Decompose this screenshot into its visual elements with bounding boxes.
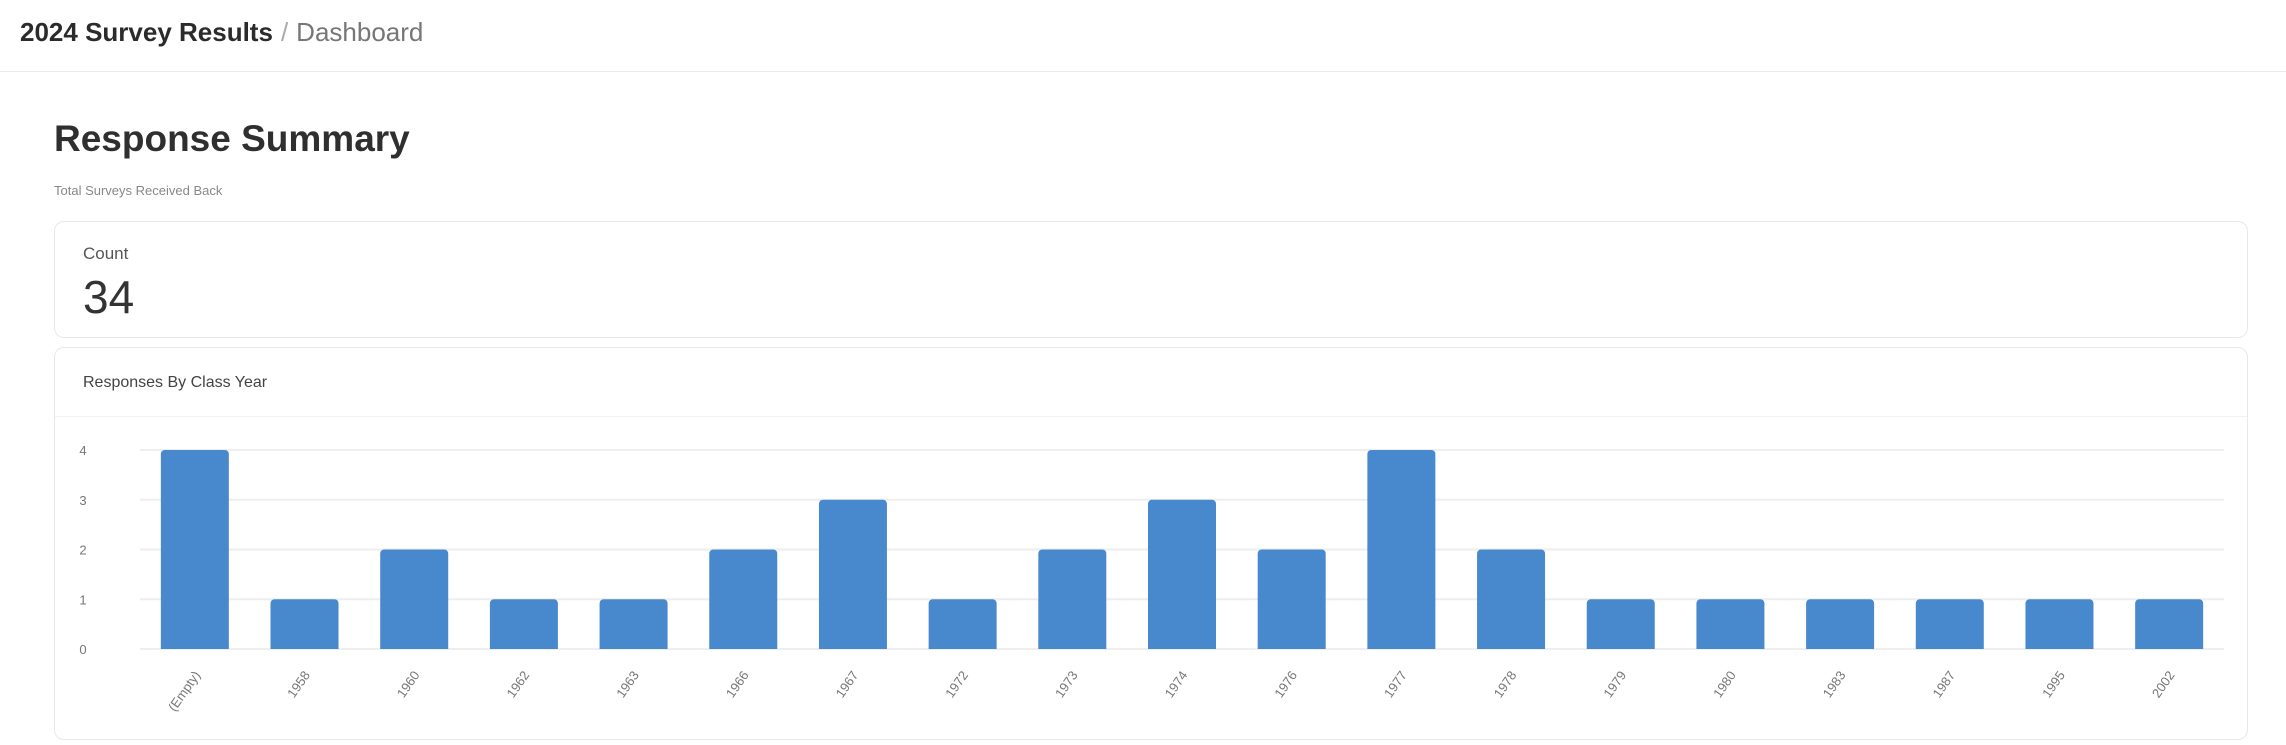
- chart-card: Responses By Class Year 0 1 2 3 4 (Empty) 1958…: [54, 347, 2248, 740]
- bar-base: [1806, 645, 1875, 649]
- x-tick-label: 1958: [284, 668, 313, 700]
- bar: [1367, 450, 1436, 649]
- x-tick-label: 2002: [2149, 668, 2178, 700]
- bar-base: [599, 645, 668, 649]
- bar-base: [818, 645, 887, 649]
- y-tick-label: 2: [79, 543, 86, 558]
- chart-title: Responses By Class Year: [83, 374, 268, 391]
- bar-base: [380, 645, 449, 649]
- bar: [2135, 599, 2204, 649]
- page-title: Response Summary: [54, 118, 410, 159]
- bar: [1148, 499, 1216, 649]
- x-tick-label: 1979: [1600, 668, 1629, 700]
- breadcrumb-app-title[interactable]: 2024 Survey Results: [20, 17, 273, 47]
- y-tick-label: 0: [79, 642, 86, 657]
- x-tick-label: 1983: [1820, 668, 1849, 700]
- count-card: Count 34: [54, 221, 2248, 338]
- count-value: 34: [83, 271, 135, 323]
- x-tick-label: 1973: [1052, 668, 1081, 700]
- x-tick-label: 1995: [2039, 668, 2068, 700]
- bar: [270, 599, 339, 649]
- bar-base: [928, 645, 997, 649]
- bar: [160, 450, 229, 649]
- bar-base: [2025, 645, 2094, 649]
- breadcrumb-current-page: Dashboard: [296, 17, 424, 47]
- bar-base: [2135, 645, 2204, 649]
- x-tick-label: 1978: [1491, 668, 1520, 700]
- bar: [1477, 549, 1546, 649]
- bar: [1586, 599, 1655, 649]
- page-subtitle: Total Surveys Received Back: [54, 183, 223, 198]
- breadcrumb: 2024 Survey Results / Dashboard: [20, 14, 423, 50]
- bar: [1257, 549, 1326, 649]
- bar-base: [1148, 645, 1216, 649]
- bar: [709, 549, 778, 649]
- bar-base: [270, 645, 339, 649]
- bar-base: [489, 645, 558, 649]
- top-bar: 2024 Survey Results / Dashboard: [0, 0, 2286, 72]
- bar-base: [1038, 645, 1107, 649]
- count-label: Count: [83, 244, 129, 263]
- bar: [818, 499, 887, 649]
- chart-header: Responses By Class Year: [55, 348, 2247, 417]
- x-tick-label: 1960: [394, 668, 423, 700]
- x-tick-label: 1977: [1381, 668, 1410, 700]
- bar: [380, 549, 449, 649]
- x-tick-label: 1974: [1162, 668, 1191, 700]
- bar: [1915, 599, 1984, 649]
- bar: [2025, 599, 2094, 649]
- x-tick-label: 1967: [833, 668, 862, 700]
- bar: [599, 599, 668, 649]
- bar-base: [1257, 645, 1326, 649]
- bar-base: [1367, 645, 1436, 649]
- bar-base: [709, 645, 778, 649]
- y-tick-label: 3: [79, 493, 86, 508]
- x-tick-label: 1987: [1929, 668, 1958, 700]
- x-tick-label: 1966: [723, 668, 752, 700]
- x-tick-label: 1972: [942, 668, 971, 700]
- bar: [1806, 599, 1875, 649]
- bar-base: [1586, 645, 1655, 649]
- x-tick-label: (Empty): [165, 668, 203, 714]
- bar: [1038, 549, 1107, 649]
- x-tick-label: 1963: [613, 668, 642, 700]
- bar-base: [1696, 645, 1765, 649]
- bar: [489, 599, 558, 649]
- x-tick-label: 1976: [1271, 668, 1300, 700]
- bar-base: [160, 645, 229, 649]
- x-tick-label: 1980: [1710, 668, 1739, 700]
- y-tick-label: 1: [79, 592, 86, 607]
- bar-chart: 0 1 2 3 4 (Empty) 1958 1960 1962 1963 1966 1967 1972…: [79, 443, 2224, 714]
- bar: [928, 599, 997, 649]
- x-tick-label: 1962: [503, 668, 532, 700]
- y-tick-label: 4: [79, 443, 86, 458]
- breadcrumb-separator: /: [280, 17, 289, 47]
- bar: [1696, 599, 1765, 649]
- bar-base: [1477, 645, 1546, 649]
- bar-base: [1915, 645, 1984, 649]
